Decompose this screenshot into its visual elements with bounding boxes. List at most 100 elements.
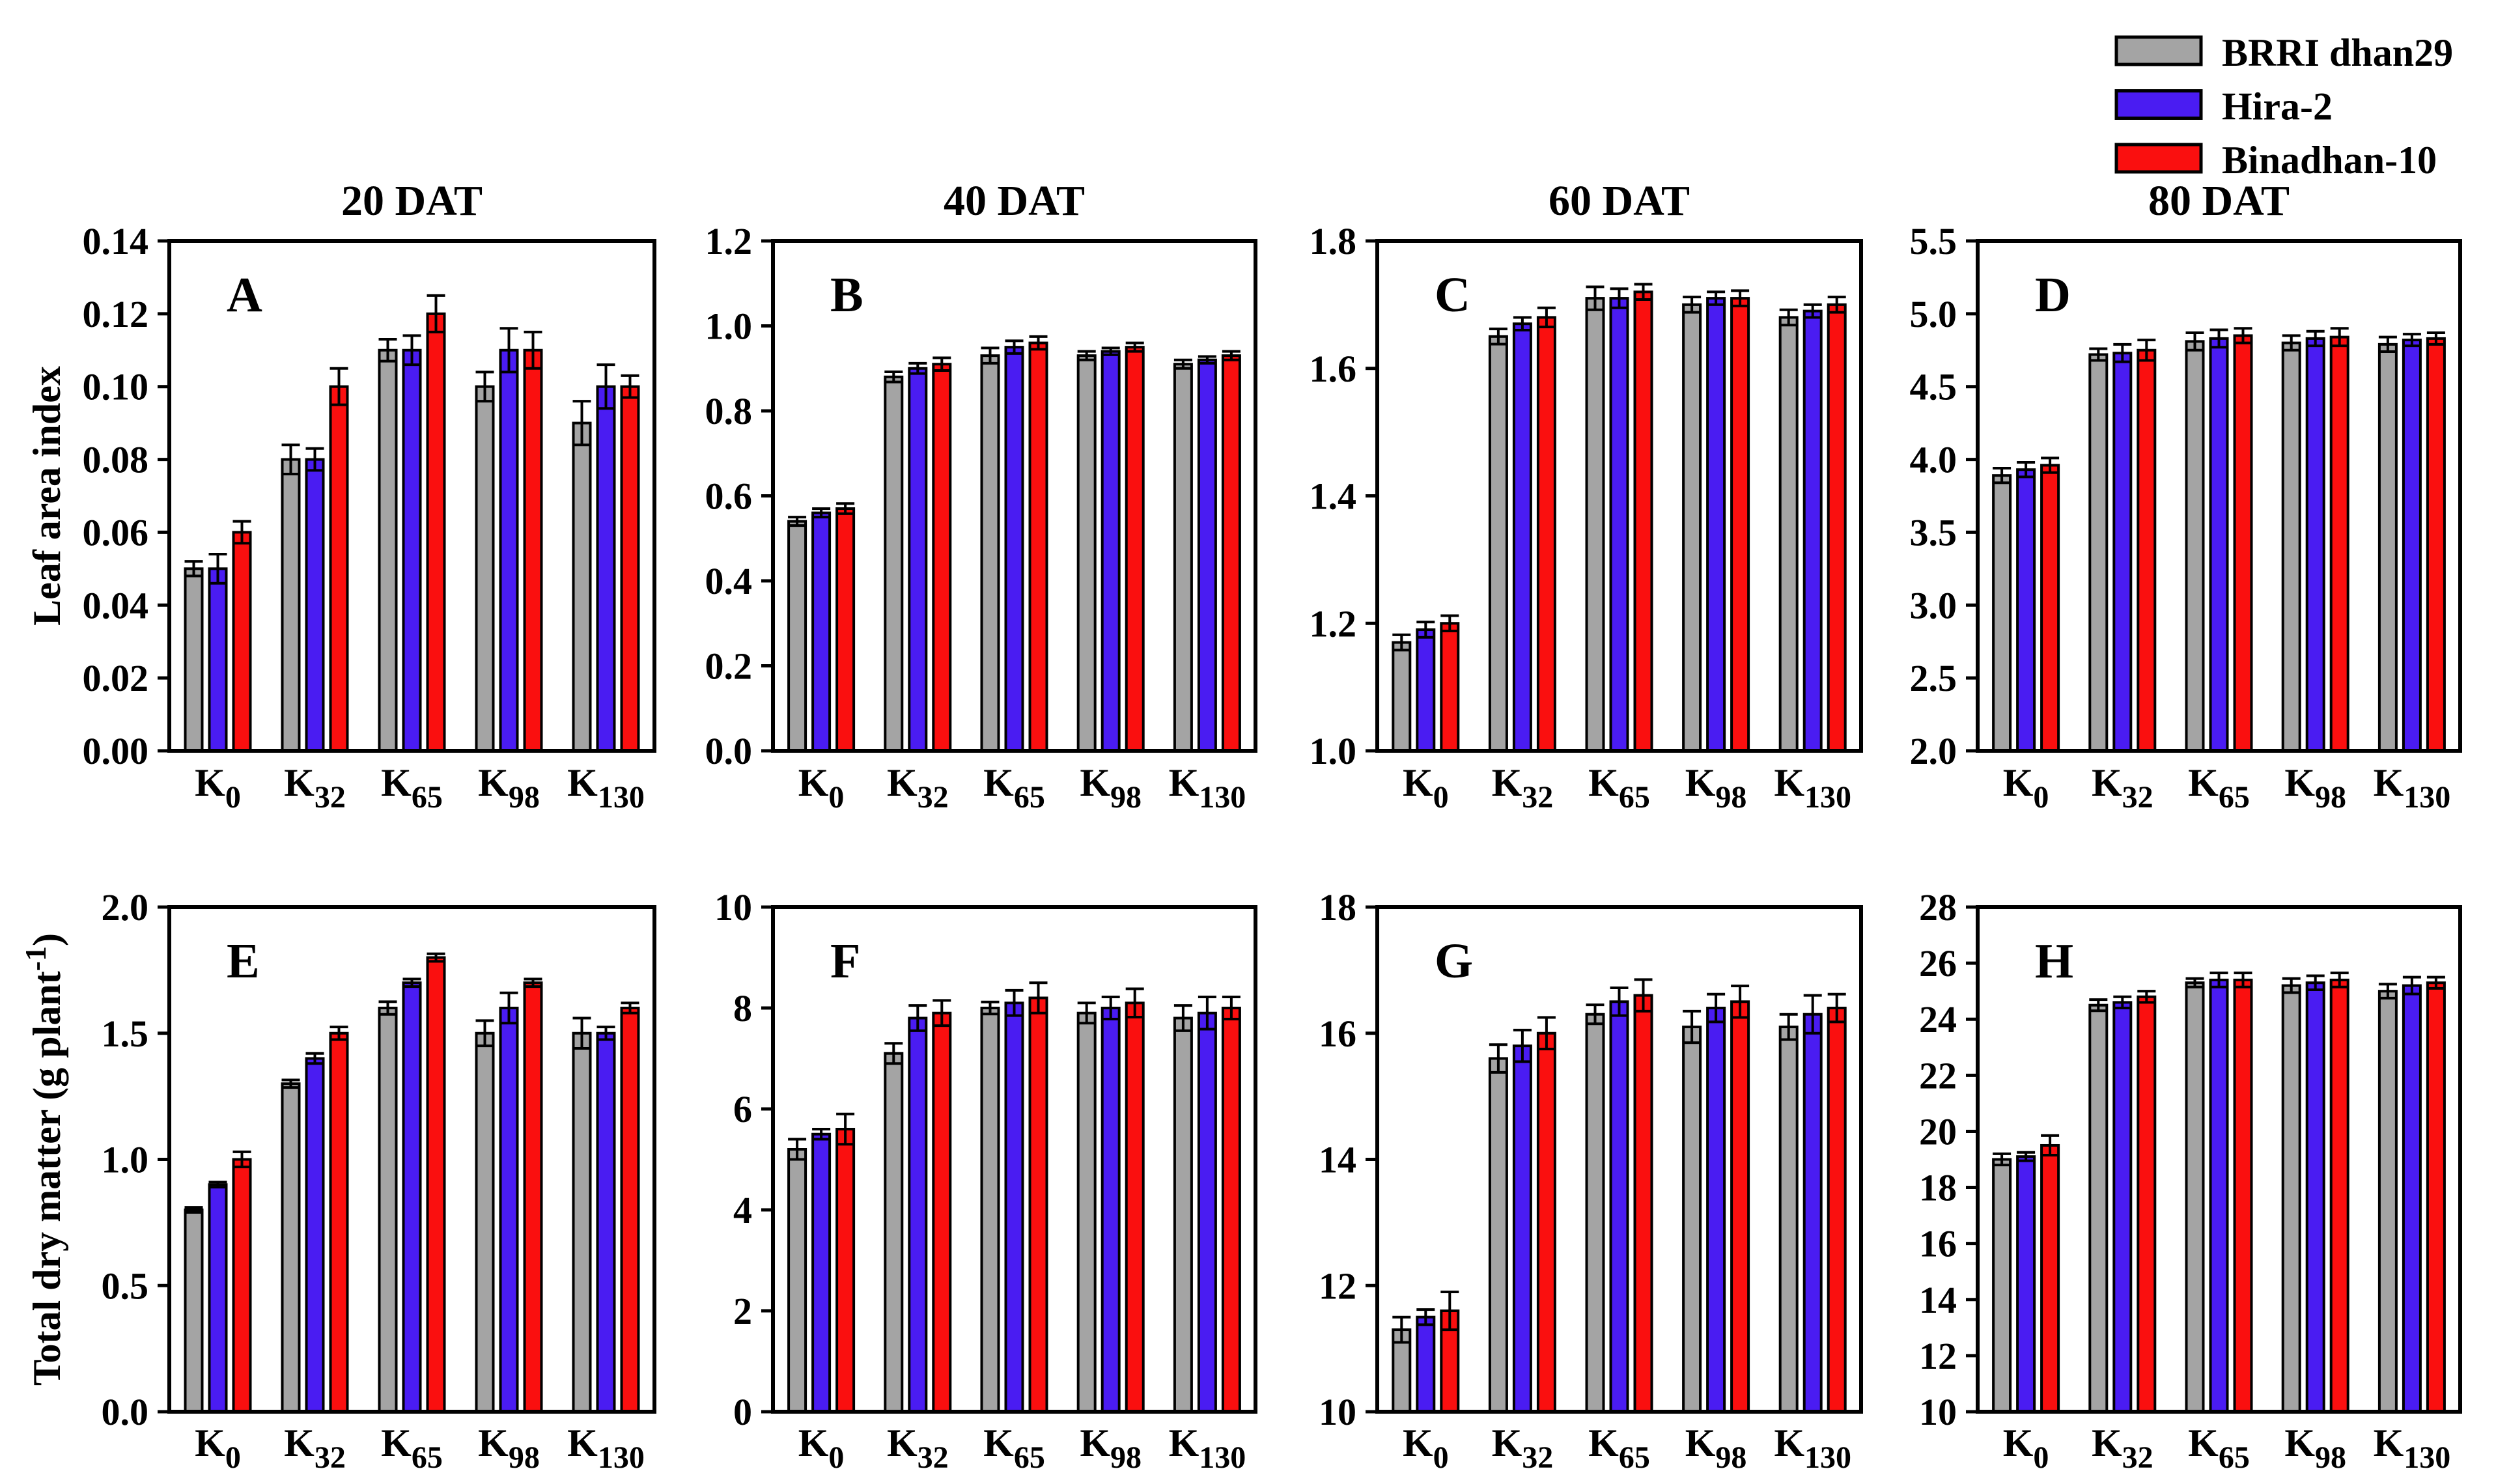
y-tick-label: 0.0 bbox=[102, 1391, 149, 1433]
error-bar-a-k65-s1 bbox=[378, 338, 397, 363]
bar-e-k130-s2 bbox=[596, 1031, 616, 1413]
error-bar-e-k32-s1 bbox=[281, 1078, 300, 1089]
bar-g-k32-s2 bbox=[1512, 1044, 1532, 1413]
bar-c-k32-s2 bbox=[1512, 322, 1532, 752]
x-tick-label-k0: K0 bbox=[798, 761, 845, 815]
x-tick-label-k32: K32 bbox=[284, 761, 346, 815]
bar-b-k130-s3 bbox=[1221, 354, 1241, 752]
bar-a-k65-s1 bbox=[378, 348, 398, 752]
x-tick-label-k130: K130 bbox=[2374, 1421, 2451, 1475]
bar-f-k130-s2 bbox=[1197, 1011, 1217, 1413]
bar-e-k65-s2 bbox=[402, 981, 422, 1413]
panel-letter-e: E bbox=[227, 934, 260, 988]
panel-a-box bbox=[167, 239, 656, 753]
bar-c-k130-s3 bbox=[1827, 303, 1847, 752]
bar-h-k32-s1 bbox=[2088, 1003, 2109, 1413]
x-tick-label-k32: K32 bbox=[2092, 1421, 2153, 1475]
y-tick-label: 10 bbox=[714, 886, 752, 929]
error-bar-g-k32-s2 bbox=[1513, 1028, 1532, 1063]
bar-b-k65-s2 bbox=[1004, 346, 1024, 752]
y-tick-label: 6 bbox=[733, 1088, 752, 1130]
error-bar-a-k32-s3 bbox=[330, 367, 348, 406]
error-bar-b-k0-s1 bbox=[788, 516, 807, 527]
bar-g-k130-s1 bbox=[1778, 1026, 1799, 1413]
x-tick-label-k130: K130 bbox=[2374, 761, 2451, 815]
error-bar-d-k32-s2 bbox=[2113, 343, 2132, 363]
error-bar-f-k0-s3 bbox=[836, 1112, 855, 1146]
error-bar-c-k32-s3 bbox=[1537, 306, 1556, 329]
y-tick-label: 4.5 bbox=[1910, 366, 1957, 408]
y-tick-label: 0.08 bbox=[83, 439, 149, 481]
y-tick-label: 4.0 bbox=[1910, 439, 1957, 481]
bar-h-k98-s1 bbox=[2281, 984, 2301, 1413]
x-tick-label-k65: K65 bbox=[381, 1421, 443, 1475]
error-bar-b-k65-s3 bbox=[1029, 335, 1048, 351]
bar-e-k0-s2 bbox=[208, 1183, 228, 1413]
panel-letter-d: D bbox=[2035, 268, 2071, 322]
x-tick-label-k98: K98 bbox=[1685, 1421, 1747, 1475]
y-tick-label: 2 bbox=[733, 1290, 752, 1332]
y-tick-label: 0.5 bbox=[102, 1265, 149, 1307]
error-bar-e-k65-s3 bbox=[427, 952, 445, 963]
error-bar-d-k98-s1 bbox=[2282, 334, 2301, 352]
bar-g-k65-s1 bbox=[1585, 1013, 1605, 1413]
error-bar-e-k98-s2 bbox=[499, 991, 518, 1025]
bar-b-k32-s2 bbox=[908, 367, 928, 752]
bar-g-k65-s3 bbox=[1633, 994, 1653, 1413]
y-tick-label: 0.00 bbox=[83, 730, 149, 772]
error-bar-a-k130-s3 bbox=[621, 374, 639, 399]
x-tick-label-k0: K0 bbox=[195, 1421, 241, 1475]
bar-h-k130-s1 bbox=[2377, 990, 2398, 1413]
bar-f-k0-s3 bbox=[835, 1128, 856, 1413]
bar-g-k0-s2 bbox=[1416, 1315, 1436, 1413]
y-tick-label: 16 bbox=[1319, 1013, 1356, 1055]
error-bar-g-k65-s1 bbox=[1586, 1003, 1605, 1026]
bar-a-k0-s3 bbox=[232, 531, 252, 753]
error-bar-c-k98-s1 bbox=[1683, 296, 1702, 314]
y-tick-label: 3.5 bbox=[1910, 511, 1957, 553]
error-bar-c-k98-s3 bbox=[1731, 289, 1750, 307]
error-bar-h-k0-s1 bbox=[1993, 1152, 2012, 1167]
error-bar-d-k98-s3 bbox=[2330, 327, 2349, 348]
error-bar-d-k32-s1 bbox=[2089, 347, 2108, 362]
error-bar-e-k0-s2 bbox=[208, 1181, 227, 1189]
bar-b-k98-s1 bbox=[1076, 354, 1097, 752]
legend-swatch-1 bbox=[2114, 35, 2203, 66]
bar-b-k98-s3 bbox=[1125, 346, 1145, 752]
panel-letter-g: G bbox=[1435, 934, 1473, 988]
bar-d-k32-s3 bbox=[2137, 348, 2157, 752]
error-bar-h-k98-s2 bbox=[2306, 974, 2325, 992]
error-bar-g-k130-s2 bbox=[1803, 994, 1822, 1035]
bar-g-k98-s1 bbox=[1682, 1026, 1702, 1413]
error-bar-d-k130-s3 bbox=[2426, 331, 2445, 346]
x-tick-label-k98: K98 bbox=[1685, 761, 1747, 815]
bar-h-k32-s2 bbox=[2112, 1001, 2133, 1413]
error-bar-b-k130-s2 bbox=[1198, 355, 1216, 365]
y-tick-label: 18 bbox=[1319, 886, 1356, 929]
error-bar-g-k32-s1 bbox=[1489, 1043, 1507, 1074]
error-bar-a-k0-s3 bbox=[232, 520, 251, 545]
bar-g-k65-s2 bbox=[1609, 1000, 1629, 1413]
y-tick-label: 2.0 bbox=[1910, 730, 1957, 772]
error-bar-b-k130-s3 bbox=[1222, 350, 1241, 361]
y-tick-label: 1.4 bbox=[1310, 475, 1357, 518]
y-tick-label: 1.8 bbox=[1310, 220, 1357, 262]
error-bar-e-k0-s3 bbox=[232, 1150, 251, 1169]
y-tick-label: 0.0 bbox=[705, 730, 753, 772]
error-bar-h-k0-s2 bbox=[2017, 1151, 2036, 1162]
y-tick-label: 1.0 bbox=[102, 1139, 149, 1181]
row-ylabel-text-2: Total dry matter (g plant-1) bbox=[19, 933, 68, 1386]
bar-c-k65-s3 bbox=[1633, 290, 1653, 752]
error-bar-e-k130-s1 bbox=[572, 1016, 591, 1050]
bar-d-k130-s3 bbox=[2426, 337, 2446, 752]
bar-a-k32-s3 bbox=[329, 385, 349, 752]
error-bar-e-k98-s3 bbox=[524, 977, 542, 988]
bar-f-k130-s1 bbox=[1173, 1016, 1193, 1413]
error-bar-c-k98-s2 bbox=[1707, 290, 1726, 306]
error-bar-a-k130-s1 bbox=[572, 400, 591, 447]
error-bar-h-k98-s1 bbox=[2282, 977, 2301, 994]
error-bar-d-k98-s2 bbox=[2306, 329, 2325, 348]
error-bar-e-k98-s1 bbox=[475, 1019, 494, 1048]
bar-b-k130-s2 bbox=[1197, 358, 1217, 752]
panel-d: 80 DAT 2.0 2.5 3.0 3.5 4.0 4.5 5.0 5.5 K0 K32 K65 K9… bbox=[1910, 177, 2462, 815]
